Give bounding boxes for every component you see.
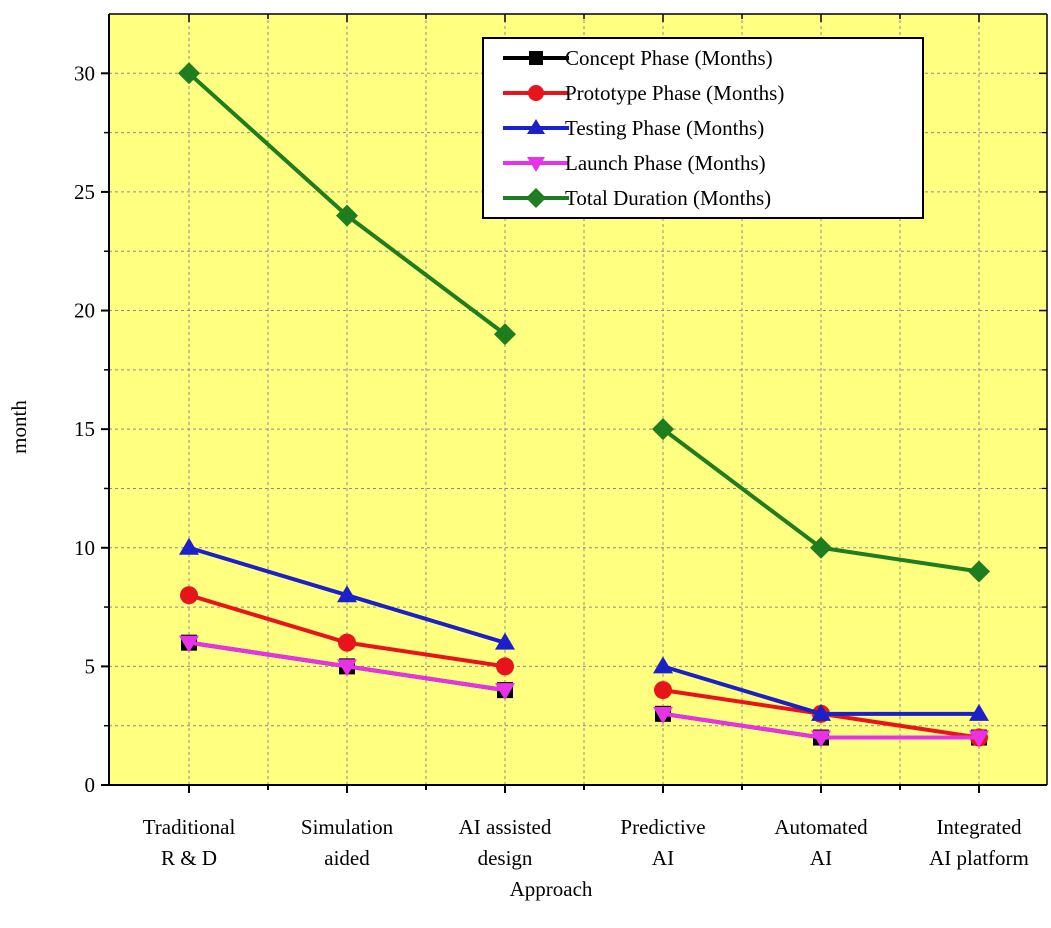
data-point — [653, 706, 673, 724]
legend-label: Concept Phase (Months) — [565, 46, 773, 70]
data-point — [178, 62, 200, 85]
legend: Concept Phase (Months) Prototype Phase (M… — [482, 37, 924, 219]
legend-label: Launch Phase (Months) — [565, 151, 766, 175]
x-tick-label: Predictive AI — [620, 815, 705, 870]
data-point — [969, 730, 989, 748]
data-point — [810, 536, 832, 559]
data-point — [968, 560, 990, 583]
data-point — [653, 656, 673, 674]
series-2 — [179, 537, 989, 721]
legend-marker — [528, 85, 544, 101]
data-point — [180, 586, 198, 605]
data-point — [654, 681, 672, 700]
axes — [101, 13, 1048, 793]
series-3 — [179, 635, 989, 748]
legend-marker — [526, 188, 546, 208]
data-point — [179, 635, 199, 653]
legend-marker — [529, 51, 543, 65]
legend-label: Total Duration (Months) — [565, 186, 771, 210]
x-tick-label: Simulation aided — [301, 815, 394, 870]
data-point — [811, 730, 831, 748]
y-tick-label: 30 — [74, 61, 95, 85]
y-tick-label: 20 — [74, 299, 95, 323]
data-point — [495, 632, 515, 650]
legend-label: Testing Phase (Months) — [565, 116, 764, 140]
legend-marker — [527, 157, 545, 172]
series-4 — [178, 62, 990, 583]
x-tick-label: AI assisted design — [459, 815, 552, 870]
data-point — [811, 703, 831, 721]
y-tick-label: 15 — [74, 417, 95, 441]
y-tick-label: 10 — [74, 536, 95, 560]
data-point — [495, 683, 515, 701]
data-point — [969, 703, 989, 721]
legend-marker — [527, 119, 545, 134]
series-lines — [178, 62, 990, 748]
data-point — [336, 204, 358, 227]
y-tick-label: 5 — [85, 654, 96, 678]
data-point — [494, 323, 516, 346]
x-axis-title: Approach — [510, 877, 593, 901]
x-tick-label: Automated AI — [774, 815, 868, 870]
x-tick-label: Traditional R & D — [143, 815, 236, 870]
data-point — [337, 585, 357, 603]
y-tick-label: 0 — [85, 773, 96, 797]
legend-label: Prototype Phase (Months) — [565, 81, 784, 105]
x-tick-label: Integrated AI platform — [929, 815, 1029, 870]
y-tick-label: 25 — [74, 180, 95, 204]
data-point — [337, 659, 357, 677]
data-point — [338, 633, 356, 652]
data-point — [496, 657, 514, 676]
tick-labels: 0 5 10 15 20 25 30 Traditional R & D Simulation ai… — [74, 61, 1029, 870]
data-point — [652, 418, 674, 441]
y-axis-title: month — [7, 400, 31, 454]
data-point — [179, 537, 199, 555]
